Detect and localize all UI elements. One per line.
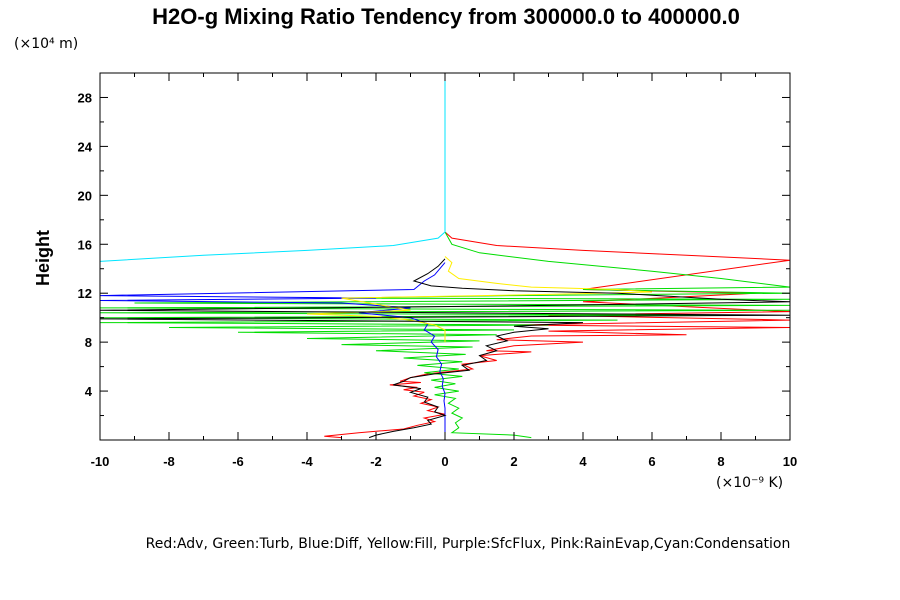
y-tick-label: 8 [85,335,92,350]
y-tick-label: 24 [78,139,93,154]
y-tick-label: 20 [78,188,92,203]
x-tick-label: 8 [717,454,724,469]
legend-text: Red:Adv, Green:Turb, Blue:Diff, Yellow:F… [146,536,791,552]
y-tick-label: 16 [78,237,92,252]
x-tick-label: 2 [510,454,517,469]
y-tick-label: 28 [78,90,92,105]
x-tick-label: 6 [648,454,655,469]
x-tick-label: -10 [91,454,110,469]
series-line-diff [99,262,446,438]
x-unit-label: (×10⁻⁹ K) [716,475,783,491]
x-tick-label: -8 [163,454,175,469]
x-tick-label: -6 [232,454,244,469]
x-tick-label: 4 [579,454,587,469]
series-layer [99,73,791,439]
series-line-turb [99,73,791,439]
y-tick-label: 12 [78,286,92,301]
series-line-net [99,258,791,439]
x-tick-label: -2 [370,454,382,469]
series-line-adv [324,73,791,439]
x-tick-label: -4 [301,454,313,469]
y-unit-label: (×10⁴ m) [14,36,78,52]
series-line-condensation [99,73,446,262]
y-axis-label: Height [33,230,53,286]
x-tick-label: 0 [441,454,448,469]
chart-title: H2O-g Mixing Ratio Tendency from 300000.… [152,4,740,29]
y-tick-label: 4 [85,384,93,399]
x-tick-label: 10 [783,454,797,469]
